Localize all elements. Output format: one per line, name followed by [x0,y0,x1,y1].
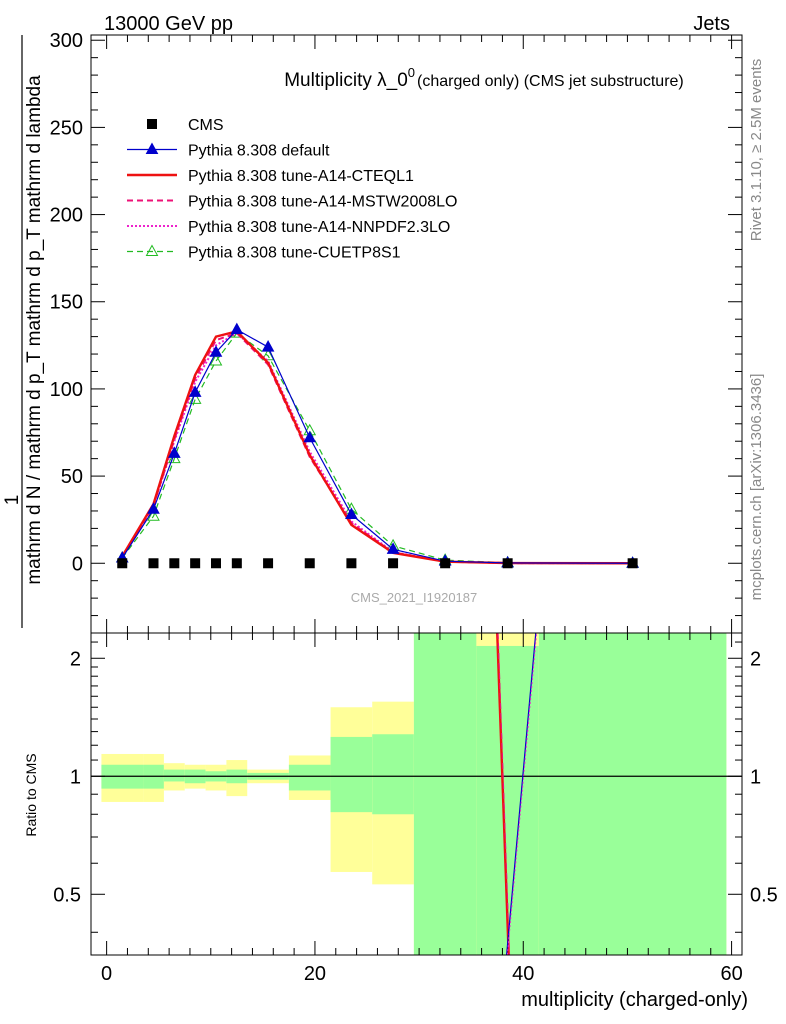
ratio-line-cteql1 [496,632,510,956]
main-panel: 0 50 100 150 200 250 300 Multiplicity λ_00 (ch… [2,30,743,634]
marker-default [188,385,202,397]
marker-cms [148,558,159,569]
x-axis-label: multiplicity (charged-only) [521,989,748,1011]
y-tick-label: 150 [50,292,83,314]
y-tick-label: 0 [72,553,83,575]
marker-default [167,446,181,458]
y-tick-label: 300 [50,30,83,52]
ratio-axes: 0.5 0.51 12 20 20 40 60 [53,633,778,985]
legend: CMS Pythia 8.308 default Pythia 8.308 tune… [127,117,457,262]
ratio-line-default [506,632,537,956]
legend-marker-cuetp8s1 [145,244,159,256]
chart-subtitle: (charged only) (CMS jet substructure) [417,73,684,90]
x-tick-label: 40 [512,963,534,985]
legend-label-nnpdf: Pythia 8.308 tune-A14-NNPDF2.3LO [188,219,450,236]
ratio-y-tick-label: 1 [70,766,81,788]
band-inner [330,736,373,813]
marker-cms [263,558,274,569]
ratio-line-mstw [497,632,511,956]
y-tick-label: 200 [50,205,83,227]
marker-cms [210,558,221,569]
ratio-y-tick-label-right: 0.5 [750,884,778,906]
main-y-label: 1 mathrm d N / mathrm d p_T mathrm d p_T… [2,35,45,628]
marker-default [345,507,358,519]
ratio-bands [91,633,742,955]
marker-cuetp8s1 [147,509,160,521]
band-inner [288,764,331,791]
ratio-line-nnpdf [506,632,538,956]
x-tick-label: 0 [101,963,112,985]
ratio-y-label: Ratio to CMS [23,753,39,836]
marker-default [261,340,275,352]
marker-cms [304,558,315,569]
rivet-label: Rivet 3.1.10, ≥ 2.5M events [748,59,765,242]
ratio-panel: 0.5 0.51 12 20 20 40 60 Ratio to CMS multiplic… [23,632,778,1011]
marker-cms [346,558,357,569]
band-inner [538,633,727,955]
chart-title: Multiplicity λ_00 [284,65,415,91]
series-line-cuetp8s1 [121,332,633,564]
main-series [115,322,639,569]
marker-cuetp8s1 [209,353,223,366]
y-tick-label: 100 [50,379,83,401]
legend-marker-cms [147,119,157,129]
marker-cuetp8s1 [188,392,202,404]
x-tick-label: 60 [720,963,742,985]
y-label-denominator: mathrm d N / mathrm d p_T mathrm d p_T m… [24,75,45,585]
marker-cms [190,558,201,569]
marker-cms [117,558,128,569]
main-y-axis: 0 50 100 150 200 250 300 [50,30,742,633]
marker-cms [627,558,638,569]
ratio-y-tick-label: 0.5 [53,884,81,906]
legend-label-cms: CMS [188,117,224,134]
legend-label-cteql1: Pythia 8.308 tune-A14-CTEQL1 [188,168,414,185]
marker-default [147,502,160,514]
marker-default [386,542,400,554]
marker-cms [388,558,399,569]
marker-default [303,430,317,443]
marker-cms [231,558,242,569]
x-tick-label: 20 [304,963,326,985]
ratio-y-tick-label: 2 [70,648,81,670]
y-tick-label: 50 [61,466,83,488]
category-label: Jets [693,13,730,35]
ratio-y-tick-label-right: 2 [750,648,761,670]
analysis-watermark: CMS_2021_I1920187 [351,590,478,605]
ratio-lines [496,632,538,956]
marker-cms [440,558,451,569]
marker-cms [169,558,180,569]
legend-label-mstw: Pythia 8.308 tune-A14-MSTW2008LO [188,194,457,211]
legend-marker-default [145,142,159,154]
marker-default [230,322,244,335]
band-inner [413,633,477,955]
marker-cms [502,558,513,569]
marker-cuetp8s1 [261,348,275,361]
marker-default [209,345,223,357]
series-line-cteql1 [121,330,633,565]
legend-label-cuetp8s1: Pythia 8.308 tune-CUETP8S1 [188,245,401,262]
band-inner [372,734,414,815]
band-inner [163,769,185,782]
y-label-numerator: 1 [2,495,23,506]
mcplots-label: mcplots.cern.ch [arXiv:1306.3436] [748,374,765,601]
ratio-y-tick-label-right: 1 [750,766,761,788]
y-tick-label: 250 [50,117,83,139]
series-line-default [121,328,633,564]
legend-label-default: Pythia 8.308 default [188,143,330,160]
energy-label: 13000 GeV pp [104,13,233,35]
